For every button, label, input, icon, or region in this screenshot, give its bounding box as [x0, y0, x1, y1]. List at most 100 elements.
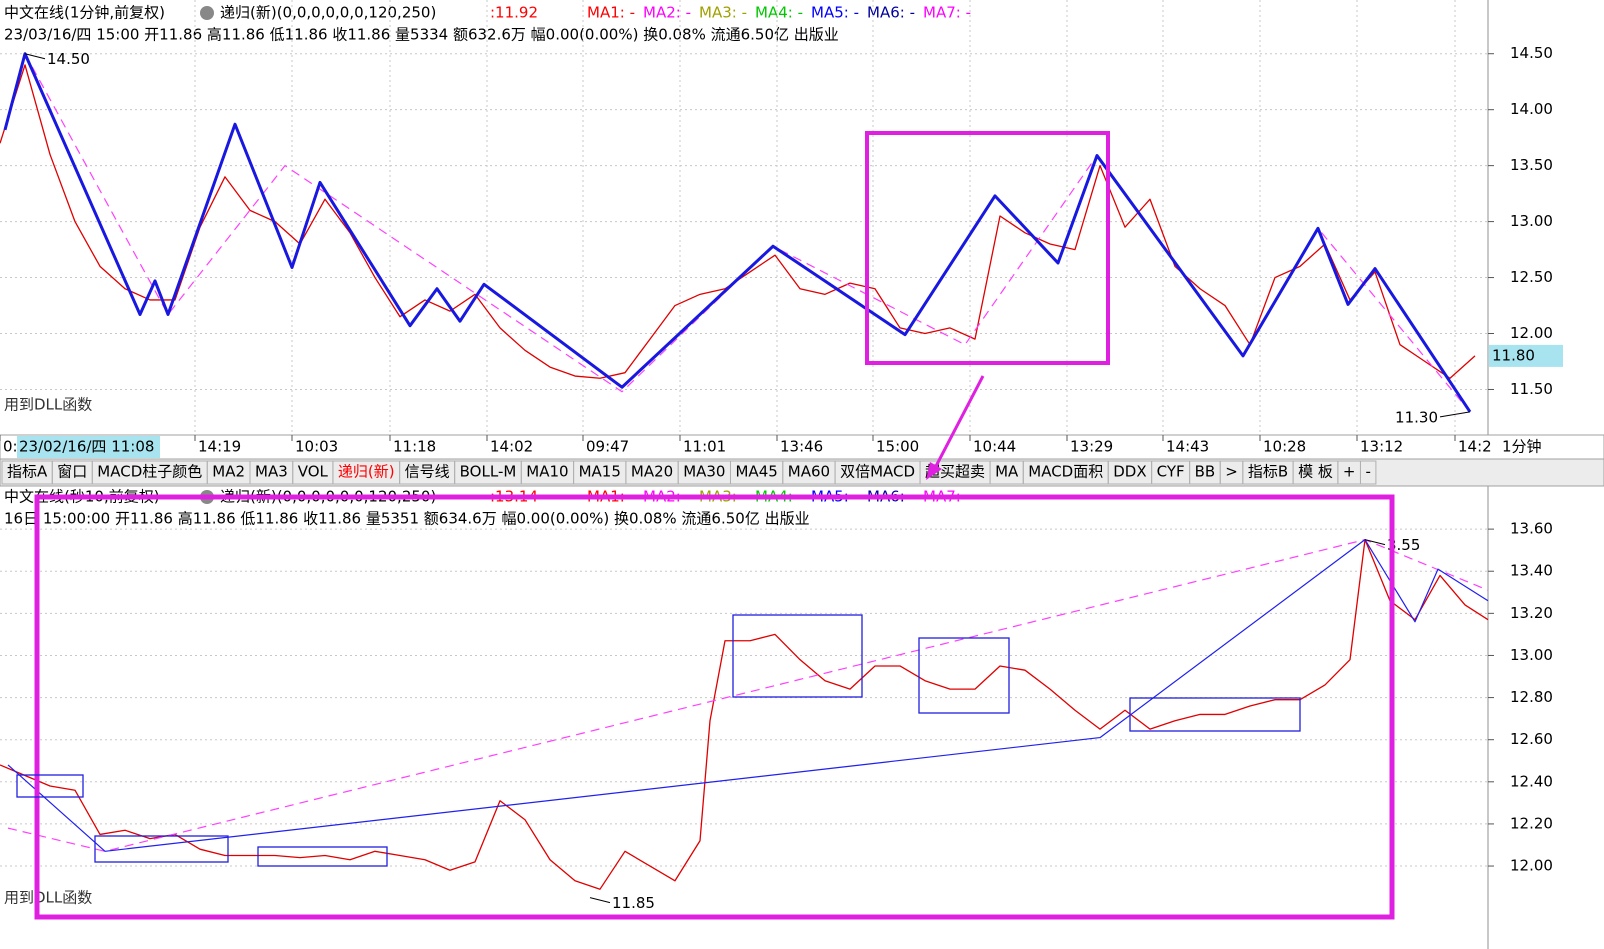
toolbar-label[interactable]: DDX — [1113, 463, 1146, 481]
y-tick-label: 13.20 — [1510, 604, 1553, 622]
toolbar-label[interactable]: + — [1343, 463, 1356, 481]
range-box — [94, 835, 229, 863]
toolbar-item[interactable]: - — [1359, 460, 1377, 485]
y-tick-label: 13.60 — [1510, 520, 1553, 538]
x-tick-label: 11:01 — [683, 438, 726, 456]
x-tick-label: 0: — [3, 438, 18, 456]
toolbar-label[interactable]: MA10 — [526, 463, 568, 481]
dll-note: 用到DLL函数 — [4, 396, 92, 414]
ma-label: MA2: - — [643, 4, 691, 22]
indicator-value: :11.92 — [490, 4, 538, 22]
x-tick-label: 15:00 — [876, 438, 919, 456]
y-tick-label: 13.00 — [1510, 212, 1553, 230]
toolbar-label[interactable]: MACD面积 — [1028, 463, 1103, 481]
toolbar-label[interactable]: BOLL-M — [460, 463, 517, 481]
dll-note: 用到DLL函数 — [4, 889, 92, 907]
bar-info: 16日 15:00:00 开11.86 高11.86 低11.86 收11.86… — [4, 510, 810, 528]
y-tick-label: 12.80 — [1510, 688, 1553, 706]
range-box — [732, 614, 863, 698]
x-tick-label: 09:47 — [586, 438, 629, 456]
series-line — [0, 538, 1489, 890]
x-tick-label: 10:03 — [295, 438, 338, 456]
ma-label: MA1: - — [587, 4, 635, 22]
y-tick-label: 14.50 — [1510, 44, 1553, 62]
highlight-box — [34, 494, 1395, 920]
toolbar-label[interactable]: 模 板 — [1298, 463, 1333, 481]
toolbar-label[interactable]: 窗口 — [57, 463, 87, 481]
toolbar-label[interactable]: 递归(新) — [338, 463, 395, 481]
annotation-arrow — [24, 53, 46, 60]
toolbar-label[interactable]: MA2 — [212, 463, 245, 481]
y-tick-label: 12.50 — [1510, 268, 1553, 286]
annotation: 11.85 — [612, 894, 655, 912]
toolbar-label[interactable]: > — [1225, 463, 1238, 481]
annotation: 3.55 — [1387, 536, 1420, 554]
panel-title: 中文在线(1分钟,前复权) — [4, 4, 165, 22]
y-tick-label: 12.20 — [1510, 814, 1553, 832]
toolbar-label[interactable]: MA20 — [631, 463, 673, 481]
x-tick-label: 14:2 — [1458, 438, 1492, 456]
toolbar-label[interactable]: MA30 — [683, 463, 725, 481]
x-tick-label: 14:02 — [490, 438, 533, 456]
toolbar-label[interactable]: 超买超卖 — [925, 463, 985, 481]
toolbar-label[interactable]: 双倍MACD — [840, 463, 915, 481]
y-tick-label: 12.60 — [1510, 730, 1553, 748]
toolbar-label[interactable]: MACD柱子颜色 — [97, 463, 202, 481]
toolbar-label[interactable]: - — [1365, 463, 1370, 481]
arrow-head — [926, 462, 942, 480]
last-price: 11.80 — [1492, 346, 1535, 364]
toolbar-label[interactable]: MA3 — [255, 463, 288, 481]
highlight-box — [865, 131, 1110, 365]
x-tick-label: 10:44 — [973, 438, 1016, 456]
x-tick-label: 14:19 — [198, 438, 241, 456]
highlight-arrow — [932, 375, 985, 471]
annotation-arrow — [589, 897, 611, 904]
y-tick-label: 12.00 — [1510, 324, 1553, 342]
series-line — [3, 52, 1472, 413]
x-tick-label: 13:46 — [780, 438, 823, 456]
y-tick-label: 12.00 — [1510, 857, 1553, 875]
toolbar-label[interactable]: BB — [1195, 463, 1216, 481]
x-tick-label: 11:18 — [393, 438, 436, 456]
toolbar-cell[interactable] — [1359, 460, 1377, 485]
toolbar-label[interactable]: CYF — [1157, 463, 1185, 481]
y-tick-label: 12.40 — [1510, 772, 1553, 790]
cursor-label: 23/02/16/四 11:08 — [19, 438, 154, 456]
ma-label: MA7: - — [923, 4, 971, 22]
ma-label: MA4: - — [755, 4, 803, 22]
x-tick-label: 10:28 — [1263, 438, 1306, 456]
series-line — [7, 539, 1489, 852]
annotation-arrow — [1439, 411, 1471, 418]
x-tick-label: 13:29 — [1070, 438, 1113, 456]
range-box — [257, 846, 388, 867]
range-box — [16, 774, 84, 798]
toolbar-label[interactable]: 指标B — [1248, 463, 1288, 481]
toolbar-label[interactable]: MA — [995, 463, 1019, 481]
last-price-bg — [1489, 344, 1563, 367]
x-tick-label: 13:12 — [1360, 438, 1403, 456]
ma-label: MA3: - — [699, 4, 747, 22]
y-tick-label: 14.00 — [1510, 100, 1553, 118]
y-tick-label: 13.00 — [1510, 646, 1553, 664]
cursor-label-bg — [17, 436, 160, 458]
annotation: 11.30 — [1395, 408, 1438, 426]
series-line — [24, 53, 1471, 413]
toolbar-label[interactable]: 信号线 — [405, 463, 450, 481]
x-tick-label: 14:43 — [1166, 438, 1209, 456]
indicator-icon — [200, 6, 214, 20]
y-tick-label: 13.50 — [1510, 156, 1553, 174]
toolbar — [0, 458, 1604, 487]
bar-info: 23/03/16/四 15:00 开11.86 高11.86 低11.86 收1… — [4, 26, 839, 44]
annotation-arrow — [1364, 539, 1386, 546]
ma-label: MA5: - — [811, 4, 859, 22]
ma-label: MA6: - — [867, 4, 915, 22]
annotation: 14.50 — [47, 50, 90, 68]
toolbar-label[interactable]: MA45 — [735, 463, 777, 481]
toolbar-label[interactable]: MA60 — [788, 463, 830, 481]
range-box — [1129, 697, 1301, 732]
toolbar-label[interactable]: VOL — [298, 463, 329, 481]
toolbar-label[interactable]: MA15 — [579, 463, 621, 481]
toolbar-label[interactable]: 指标A — [7, 463, 48, 481]
indicator-name: 递归(新)(0,0,0,0,0,0,120,250) — [220, 4, 436, 22]
